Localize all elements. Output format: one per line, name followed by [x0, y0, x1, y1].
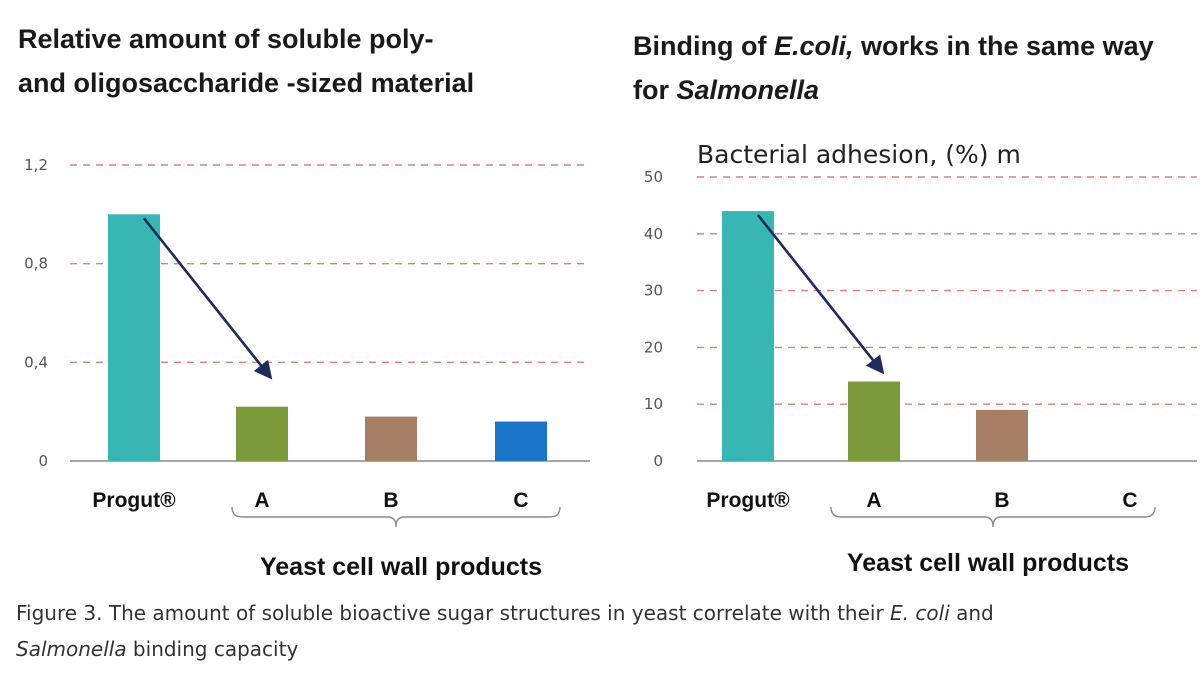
bar-progut: [108, 214, 160, 461]
bar-chart-bacterial-adhesion: Bacterial adhesion, (%) m 0 10 20 30 40 50 Prog…: [644, 140, 1197, 577]
trend-arrow: [142, 217, 273, 380]
chart-title-line-2: for Salmonella: [633, 68, 1154, 112]
group-label: Yeast cell wall products: [260, 553, 542, 581]
y-tick-label: 50: [644, 168, 663, 186]
bar-b: [976, 409, 1028, 461]
x-category-label: C: [1122, 489, 1137, 512]
group-label: Yeast cell wall products: [847, 549, 1129, 577]
bar-b: [365, 416, 417, 461]
caption-text: and: [949, 601, 994, 625]
group-brace: [830, 506, 1156, 528]
chart-panel-soluble-material: Relative amount of soluble poly- and oli…: [0, 0, 600, 600]
title-text: for: [633, 75, 677, 105]
y-tick-label: 1,2: [24, 156, 48, 174]
group-brace: [231, 506, 561, 528]
y-tick-label: 20: [644, 338, 663, 356]
x-category-label: B: [383, 489, 398, 512]
bar-chart-soluble-material: 0 0,4 0,8 1,2 Progut® A B C Yeast cell wall prod…: [24, 156, 590, 581]
caption-text: Figure 3. The amount of soluble bioactiv…: [16, 601, 891, 625]
y-tick-label: 0: [38, 452, 48, 470]
bar-a: [236, 406, 288, 461]
chart-title-line-2: and oligosaccharide -sized material: [18, 68, 475, 98]
y-tick-label: 30: [644, 282, 663, 300]
y-tick-label: 0,4: [24, 353, 48, 371]
caption-text: binding capacity: [126, 637, 299, 661]
figure-caption: Figure 3. The amount of soluble bioactiv…: [16, 595, 1186, 667]
title-text: Binding of: [633, 31, 774, 61]
chart-subtitle: Bacterial adhesion, (%) m: [697, 140, 1021, 169]
chart-title: Binding of E.coli, works in the same way…: [633, 24, 1154, 112]
x-category-label: A: [254, 489, 269, 512]
chart-title: Relative amount of soluble poly- and oli…: [18, 17, 474, 105]
x-category-label: Progut®: [92, 489, 176, 512]
y-tick-label: 40: [644, 225, 663, 243]
caption-salmonella: Salmonella: [16, 637, 127, 661]
title-text: works in the same way: [853, 31, 1154, 61]
bar-progut: [722, 211, 774, 461]
title-salmonella: Salmonella: [676, 75, 820, 105]
x-category-label: B: [994, 489, 1009, 512]
y-tick-label: 0,8: [24, 255, 48, 273]
bar-c: [495, 421, 547, 461]
chart-title-line-1: Binding of E.coli, works in the same way: [633, 24, 1154, 68]
caption-ecoli: E. coli: [890, 601, 950, 625]
y-tick-label: 10: [644, 395, 663, 413]
chart-title-line-1: Relative amount of soluble poly-: [18, 24, 434, 54]
chart-panel-bacterial-binding: Binding of E.coli, works in the same way…: [615, 0, 1200, 600]
x-category-label: Progut®: [706, 489, 790, 512]
trend-arrow: [756, 214, 885, 375]
title-ecoli: E.coli,: [773, 31, 854, 61]
x-category-label: A: [866, 489, 881, 512]
x-category-label: C: [513, 489, 528, 512]
y-tick-label: 0: [653, 452, 663, 470]
bar-a: [848, 381, 900, 461]
